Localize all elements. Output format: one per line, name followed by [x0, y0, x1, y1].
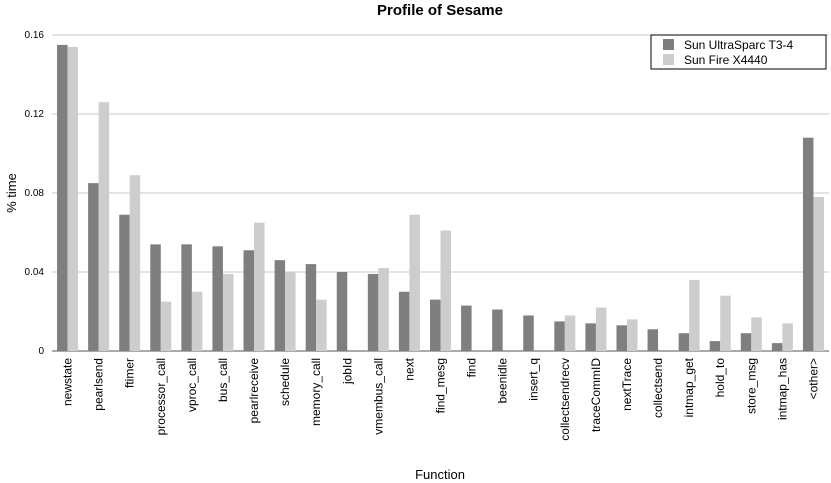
x-category-label: vproc_call	[185, 358, 199, 412]
legend-label-sunfire: Sun Fire X4440	[684, 53, 768, 67]
bar-sunfire-intmap-has	[782, 323, 793, 351]
bar-sunfire-bus-call	[222, 273, 234, 351]
x-category-label: collectsend	[651, 358, 665, 418]
x-category-label: vmembus_call	[371, 358, 385, 435]
x-category-label: hold_to	[713, 358, 727, 398]
bar-sunfire-ftimer	[129, 175, 141, 351]
bar-ultrasparc-ftimer	[119, 214, 130, 351]
x-category-label: nextTrace	[620, 358, 634, 411]
bar-ultrasparc-tracecommid	[585, 323, 596, 351]
bar-ultrasparc-vmembus-call	[367, 273, 379, 351]
legend-swatch-sunfire	[663, 54, 674, 65]
bar-ultrasparc-processor-call	[150, 244, 161, 351]
x-category-label: newstate	[61, 358, 75, 406]
bar-sunfire-hold-to	[720, 295, 731, 351]
legend: Sun UltraSparc T3-4 Sun Fire X4440	[650, 34, 827, 70]
bar-ultrasparc-store-msg	[740, 333, 752, 351]
bar-ultrasparc-bus-call	[212, 246, 223, 351]
y-tick-label: 0.08	[25, 188, 45, 199]
bar-sunfire-other	[813, 196, 824, 351]
chart-title: Profile of Sesame	[377, 2, 503, 19]
x-category-label: next	[402, 357, 416, 380]
y-tick-label: 0	[38, 346, 44, 357]
bar-ultrasparc-collectsendrecv	[554, 321, 565, 352]
x-category-label: ftimer	[123, 358, 137, 388]
bar-sunfire-collectsendrecv	[564, 315, 576, 351]
bar-sunfire-intmap-get	[689, 279, 700, 351]
bar-ultrasparc-newstate	[57, 44, 68, 352]
x-category-label: processor_call	[154, 358, 168, 435]
bar-sunfire-vproc-call	[191, 291, 203, 351]
bar-sunfire-pearlreceive	[254, 222, 265, 352]
y-tick-label: 0.16	[25, 30, 45, 41]
legend-swatch-ultrasparc	[663, 39, 674, 50]
bar-sunfire-schedule	[285, 272, 296, 351]
bar-ultrasparc-find-mesg	[430, 299, 441, 351]
x-category-label: intmap_has	[775, 358, 789, 420]
bar-ultrasparc-memory-call	[305, 264, 317, 351]
bar-sunfire-find-mesg	[440, 230, 451, 351]
legend-label-ultrasparc: Sun UltraSparc T3-4	[684, 38, 793, 52]
bar-sunfire-newstate	[67, 46, 79, 351]
bar-sunfire-nexttrace	[626, 319, 638, 351]
x-category-label: insert_q	[527, 358, 541, 401]
bar-ultrasparc-jobid	[336, 272, 348, 351]
bar-sunfire-processor-call	[160, 301, 172, 352]
x-category-label: collectsendrecv	[558, 358, 572, 441]
x-category-label: beenidle	[496, 358, 510, 404]
x-category-label: store_msg	[744, 358, 758, 414]
x-category-label: memory_call	[309, 358, 323, 426]
bar-sunfire-next	[409, 214, 420, 351]
bar-sunfire-vmembus-call	[378, 268, 389, 351]
x-category-label: intmap_get	[682, 357, 696, 417]
legend-box	[650, 34, 827, 70]
x-axis-label: Function	[415, 467, 465, 482]
bar-ultrasparc-pearlreceive	[243, 250, 255, 351]
bar-ultrasparc-next	[398, 291, 410, 351]
y-tick-label: 0.04	[25, 267, 45, 278]
x-category-label: <other>	[806, 358, 820, 399]
x-category-label: pearlreceive	[247, 358, 261, 424]
bar-sunfire-tracecommid	[595, 307, 607, 351]
bar-ultrasparc-find	[461, 305, 472, 351]
bar-ultrasparc-beenidle	[492, 309, 503, 351]
bar-ultrasparc-insert-q	[523, 315, 534, 351]
bar-ultrasparc-schedule	[274, 260, 286, 351]
bars	[57, 44, 824, 352]
bar-sunfire-store-msg	[751, 317, 762, 351]
x-category-label: bus_call	[216, 358, 230, 402]
bar-sunfire-pearlsend	[98, 102, 110, 352]
y-tick-labels: 0 0.04 0.08 0.12 0.16	[25, 30, 45, 357]
bar-ultrasparc-hold-to	[709, 341, 721, 352]
bar-ultrasparc-other	[802, 137, 814, 351]
x-category-label: pearlsend	[92, 358, 106, 411]
bar-sunfire-memory-call	[316, 299, 327, 351]
x-category-label: traceCommID	[589, 358, 603, 432]
bar-ultrasparc-pearlsend	[88, 183, 99, 352]
bar-ultrasparc-collectsend	[647, 329, 659, 351]
bar-ultrasparc-vproc-call	[181, 244, 192, 351]
x-category-labels: newstate pearlsend ftimer processor_call vpr…	[61, 357, 821, 440]
y-tick-label: 0.12	[25, 109, 45, 120]
y-axis-label: % time	[4, 173, 19, 213]
x-category-label: find	[465, 358, 479, 377]
bar-ultrasparc-intmap-has	[771, 343, 783, 351]
bar-ultrasparc-nexttrace	[616, 325, 627, 351]
bar-ultrasparc-intmap-get	[678, 333, 690, 351]
x-category-label: schedule	[278, 358, 292, 406]
x-category-label: find_mesg	[434, 358, 448, 413]
x-category-label: jobId	[340, 358, 354, 385]
